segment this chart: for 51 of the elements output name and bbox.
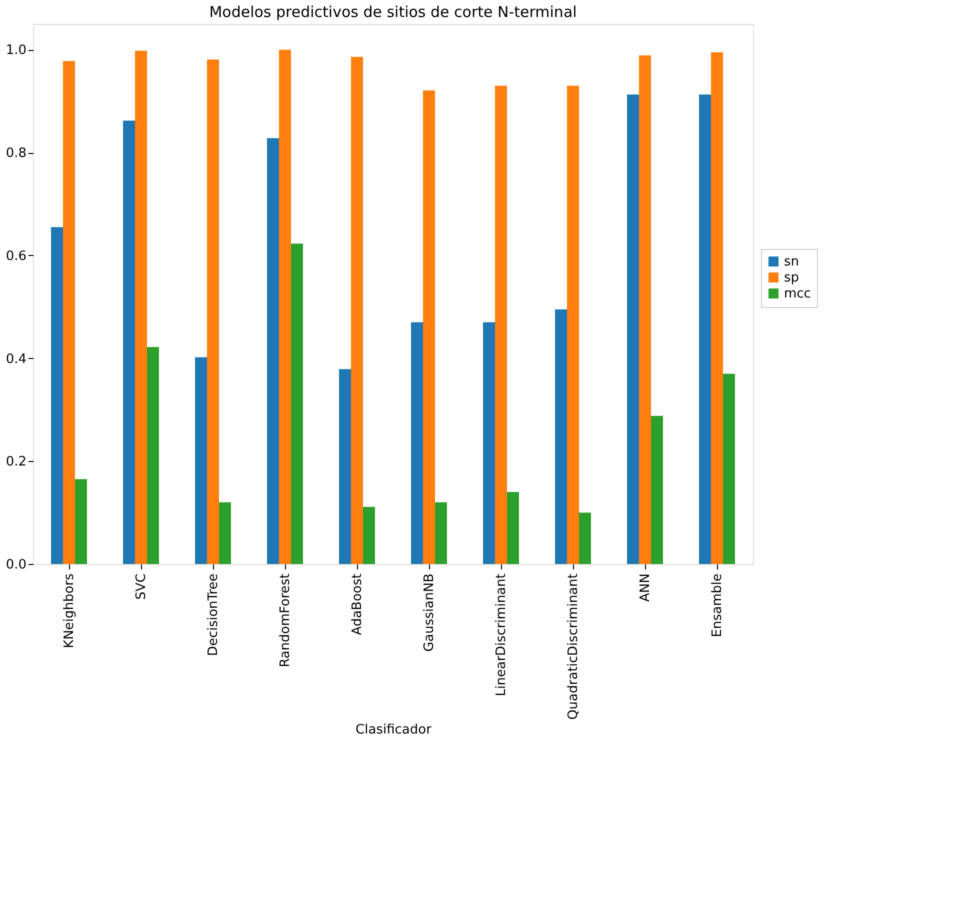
bar [435, 502, 447, 564]
x-tick-label: DecisionTree [206, 574, 221, 656]
x-tick-label: AdaBoost [350, 574, 365, 636]
bar [219, 502, 231, 564]
bar [627, 94, 639, 564]
bar [339, 369, 351, 564]
x-tick-label: SVC [134, 574, 149, 600]
bar [651, 416, 663, 564]
bar [723, 374, 735, 564]
chart-title: Modelos predictivos de sitios de corte N-terminal [209, 3, 577, 21]
x-axis-title: Clasificador [356, 722, 432, 738]
bar [75, 479, 87, 564]
bar [507, 492, 519, 564]
legend-label: sp [784, 270, 800, 286]
x-tick-label: RandomForest [278, 574, 293, 668]
bar [423, 90, 435, 564]
bar [207, 59, 219, 564]
bar [579, 512, 591, 564]
bar [483, 322, 495, 564]
bar [711, 52, 723, 564]
x-tick-label: ANN [638, 574, 653, 602]
x-tick-label: Ensamble [710, 574, 725, 638]
bar [147, 346, 159, 564]
y-tick-label: 0.0 [6, 558, 26, 572]
bar [555, 309, 567, 564]
x-tick-label: GaussianNB [422, 574, 437, 652]
bar [63, 61, 75, 564]
bar [135, 50, 147, 564]
bar [291, 244, 303, 564]
y-tick-label: 0.4 [6, 352, 26, 367]
bar [267, 138, 279, 564]
y-tick-label: 0.2 [6, 454, 26, 470]
bar [495, 86, 507, 564]
bar [51, 227, 63, 564]
y-tick-label: 0.8 [6, 146, 26, 162]
bar [411, 322, 423, 564]
bar [699, 94, 711, 564]
x-tick-label: LinearDiscriminant [494, 574, 509, 696]
bar [351, 56, 363, 564]
bar [363, 506, 375, 564]
bar [123, 120, 135, 564]
bar [279, 50, 291, 564]
legend-label: mcc [784, 286, 811, 302]
y-tick-label: 1.0 [6, 43, 26, 58]
x-tick-label: KNeighbors [62, 573, 77, 648]
legend-label: sn [784, 254, 800, 270]
bar [195, 357, 207, 564]
bar [639, 55, 651, 564]
x-tick-label: QuadraticDiscriminant [566, 574, 581, 720]
bar [567, 86, 579, 564]
y-tick-label: 0.6 [6, 248, 26, 264]
